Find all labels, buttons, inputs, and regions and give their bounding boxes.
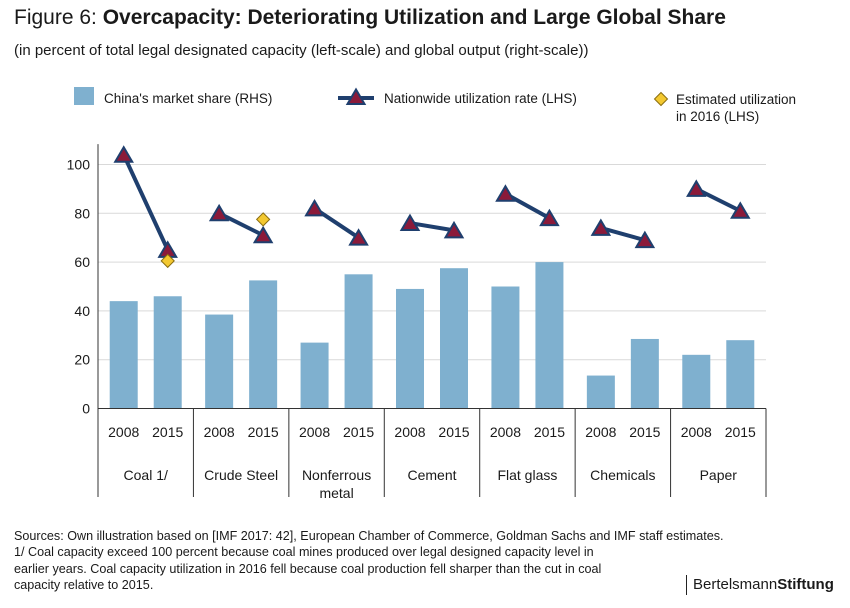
x-tick-label: 2008 (299, 424, 330, 440)
chart: 0 20 40 60 80 100 2008 2015 Coal 1/2008 2015 Crude… (67, 87, 796, 501)
bar (396, 288, 424, 409)
x-tick-label: 2008 (585, 424, 616, 440)
x-tick-label: 2008 (681, 424, 712, 440)
source-line: Sources: Own illustration based on [IMF … (14, 529, 724, 543)
bar (491, 286, 520, 409)
utilization-marker (113, 145, 134, 163)
utilization-marker (730, 201, 751, 219)
chart-title: Figure 6: Overcapacity: Deteriorating Ut… (14, 6, 726, 30)
bar (440, 268, 468, 409)
bar (249, 280, 278, 409)
utilization-marker (304, 198, 325, 217)
x-tick-label: 2015 (152, 424, 183, 440)
figure-title: Overcapacity: Deteriorating Utilization … (102, 6, 726, 29)
bar (153, 296, 182, 409)
group-label: Crude Steel (204, 467, 278, 483)
utilization-line (600, 226, 646, 243)
bar (300, 342, 329, 409)
x-tick-label: 2008 (108, 424, 139, 440)
group-label: Cement (407, 467, 456, 483)
utilization-marker (634, 230, 656, 249)
utilization-marker (539, 208, 560, 227)
utilization-marker (590, 218, 612, 236)
utilization-marker (443, 220, 465, 239)
y-tick-label: 60 (74, 254, 90, 270)
group-label: Paper (700, 467, 738, 483)
brand-bold: Stiftung (777, 576, 834, 593)
legend-swatch-estimate (653, 91, 669, 107)
source-line: capacity relative to 2015. (14, 577, 154, 592)
legend-label-market-share: China's market share (RHS) (104, 91, 272, 106)
source-note: Sources: Own illustration based on [IMF … (14, 528, 784, 593)
x-tick-label: 2015 (629, 424, 660, 440)
source-line: earlier years. Coal capacity utilization… (14, 561, 602, 576)
x-tick-label: 2015 (343, 424, 374, 440)
x-tick-label: 2015 (248, 424, 279, 440)
legend-label-utilization: Nationwide utilization rate (LHS) (384, 91, 577, 106)
utilization-marker (495, 184, 516, 202)
legend-label-estimate: in 2016 (LHS) (676, 109, 759, 124)
figure-label: Figure 6: (14, 6, 97, 29)
legend-swatch-market-share (74, 87, 94, 105)
utilization-marker (686, 179, 707, 197)
source-line: 1/ Coal capacity exceed 100 percent beca… (14, 545, 594, 560)
group-label: Nonferrous (302, 467, 371, 483)
y-tick-label: 20 (74, 352, 90, 368)
y-tick-label: 80 (74, 205, 90, 221)
group-label: Flat glass (497, 467, 557, 483)
utilization-line (409, 221, 455, 233)
group-label: Chemicals (590, 467, 655, 483)
utilization-marker (399, 213, 421, 232)
bar (630, 338, 659, 409)
bar (682, 354, 711, 409)
x-tick-label: 2015 (438, 424, 469, 440)
x-tick-label: 2008 (204, 424, 235, 440)
bar (726, 340, 755, 409)
y-tick-label: 0 (82, 401, 90, 417)
legend-swatch-utilization-marker (345, 87, 367, 105)
y-tick-label: 100 (67, 157, 91, 173)
legend-label-estimate: Estimated utilization (676, 92, 796, 107)
bar (205, 314, 234, 409)
bar (344, 274, 373, 409)
utilization-marker (252, 225, 274, 244)
estimate-2016-marker (160, 253, 175, 269)
utilization-marker (208, 203, 230, 222)
chart-subtitle: (in percent of total legal designated ca… (14, 42, 589, 59)
x-tick-label: 2015 (725, 424, 756, 440)
group-label: metal (319, 485, 353, 501)
utilization-marker (348, 228, 369, 246)
bar (535, 262, 564, 409)
bar (109, 301, 138, 409)
utilization-line (121, 153, 170, 251)
bar (586, 375, 615, 409)
group-label: Coal 1/ (124, 467, 168, 483)
y-tick-label: 40 (74, 303, 90, 319)
estimate-2016-marker (255, 212, 271, 227)
x-tick-label: 2008 (394, 424, 425, 440)
x-tick-label: 2015 (534, 424, 565, 440)
brand-logo: BertelsmannStiftung (686, 575, 834, 595)
x-tick-label: 2008 (490, 424, 521, 440)
brand-regular: Bertelsmann (693, 576, 778, 593)
